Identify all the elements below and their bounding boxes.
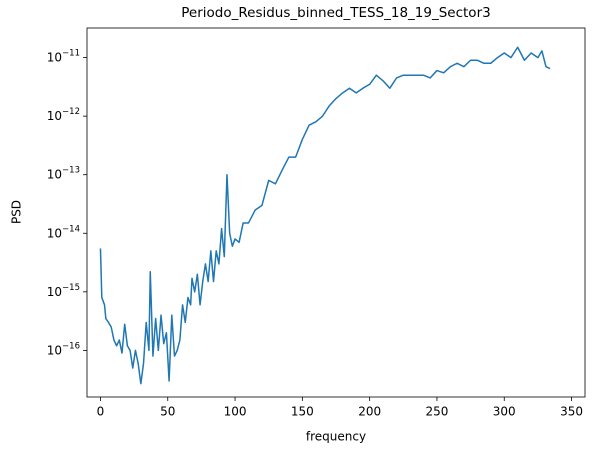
x-tick-label: 350: [560, 405, 583, 419]
y-axis-label: PSD: [10, 200, 24, 224]
x-tick-label: 100: [224, 405, 247, 419]
y-tick-label: 10−15: [47, 282, 80, 298]
x-tick-label: 50: [160, 405, 175, 419]
x-tick-label: 300: [493, 405, 516, 419]
y-tick-label: 10−14: [47, 224, 80, 240]
x-tick-label: 150: [291, 405, 314, 419]
x-tick-label: 200: [358, 405, 381, 419]
plot-frame: [86, 27, 586, 398]
data-line: [99, 46, 551, 385]
x-tick-label: 250: [425, 405, 448, 419]
y-tick-label: 10−12: [47, 107, 80, 123]
y-tick-label: 10−11: [47, 48, 80, 64]
y-tick-label: 10−13: [47, 165, 80, 181]
y-tick-label: 10−16: [47, 341, 80, 357]
x-axis-label: frequency: [306, 430, 366, 444]
x-tick-label: 0: [97, 405, 105, 419]
chart-title: Periodo_Residus_binned_TESS_18_19_Sector…: [181, 5, 490, 21]
